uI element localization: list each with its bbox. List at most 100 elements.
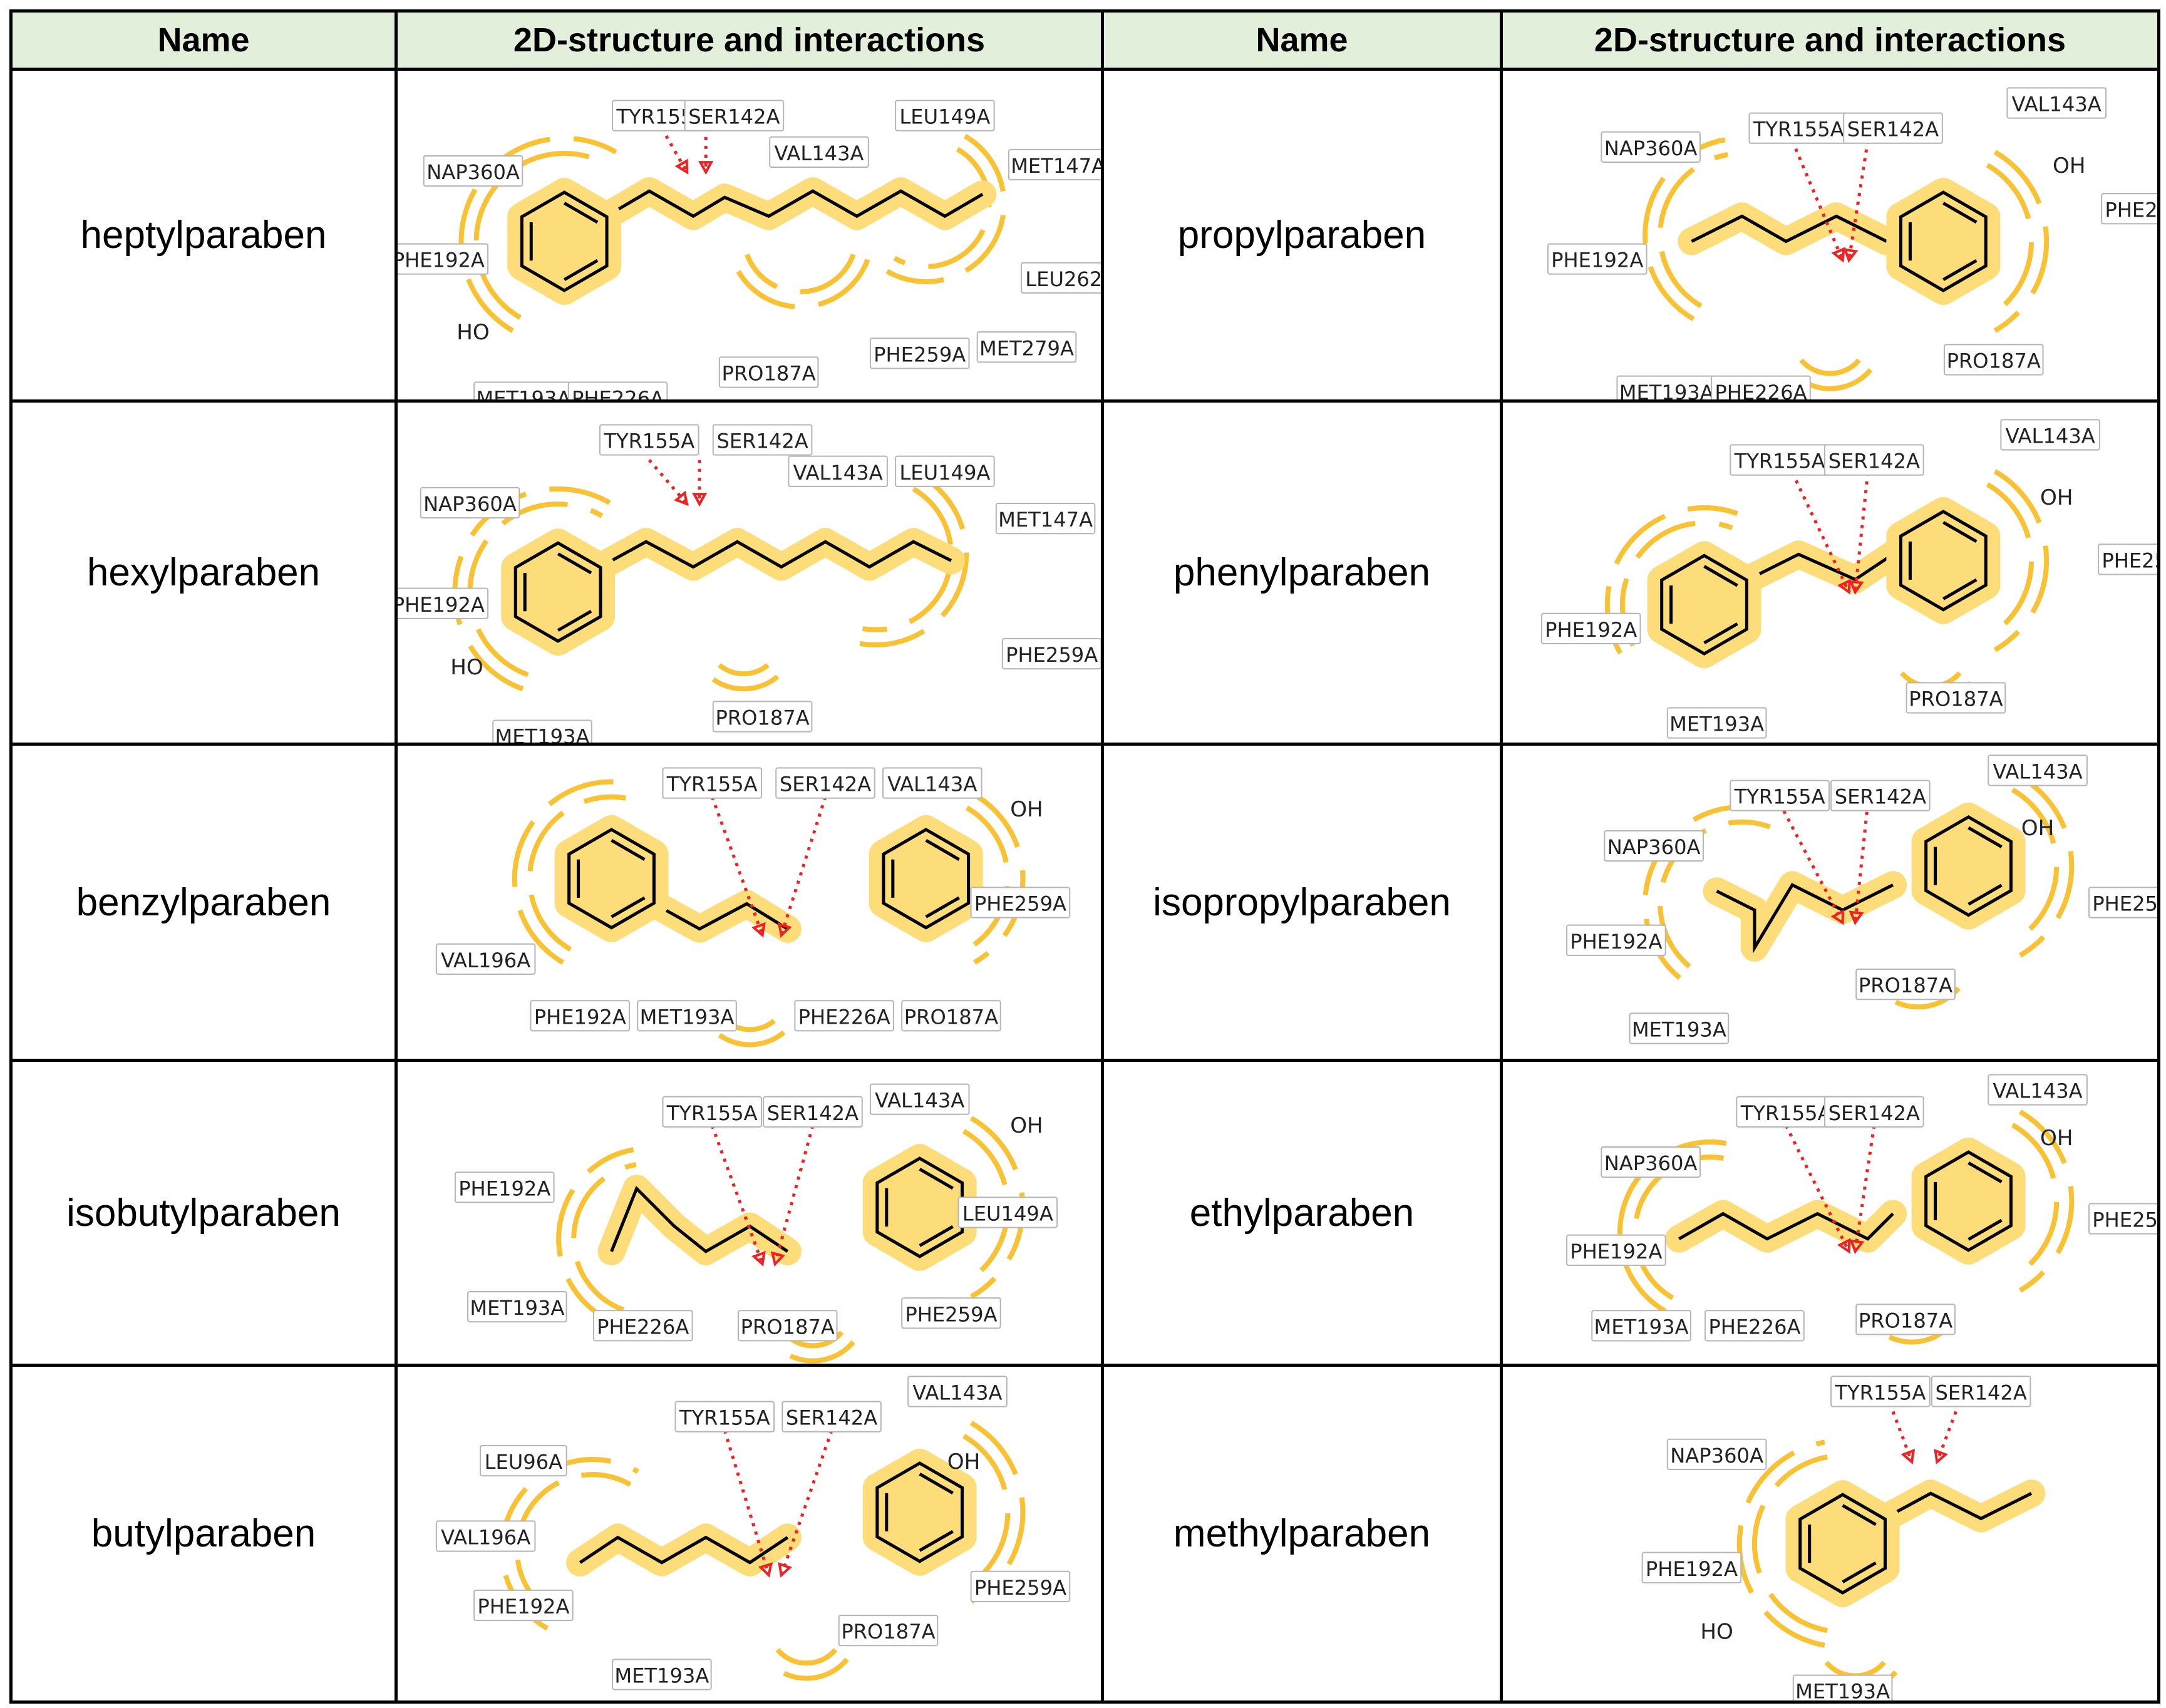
double-bond (1967, 1161, 2003, 1184)
residue-label: PHE226A (1704, 1310, 1805, 1342)
residue-label: MET193A (492, 719, 592, 743)
residue-label: PHE192A (1641, 1551, 1742, 1583)
hydrogen-bond (660, 127, 689, 173)
hydrophobic-contact-arc (1993, 150, 2050, 333)
ring-highlight (1785, 1480, 1900, 1608)
atom-label-text: OH (1010, 797, 1043, 822)
aromatic-ring (882, 828, 971, 930)
compound-name: propylparaben (1101, 68, 1503, 403)
hbond-arrowhead (751, 922, 766, 938)
residue-label-text: LEU149A (962, 1202, 1053, 1226)
aromatic-ring (1924, 815, 2013, 917)
atom-label: OH (2053, 153, 2086, 178)
double-bond (925, 839, 960, 861)
residue-label: VAL143A (869, 1083, 970, 1115)
hydrophobic-contact-arc (556, 1147, 634, 1327)
atom-label-text: HO (1700, 1619, 1733, 1644)
aromatic-ring (875, 1461, 964, 1563)
residue-label: VAL143A (769, 136, 869, 168)
aromatic-ring (1924, 1150, 2013, 1252)
residue-label: MET147A (995, 503, 1096, 535)
compound-name: benzylparaben (9, 743, 398, 1062)
hydrophobic-contact-arc (1824, 1660, 1886, 1679)
aromatic-ring (1798, 1493, 1887, 1595)
residue-label-text: VAL143A (875, 1089, 964, 1113)
residue-label-text: NAP360A (1670, 1444, 1763, 1468)
residue-label-text: PHE259A (2092, 892, 2157, 916)
residue-label: PHE192A (1547, 243, 1648, 275)
residue-label-text: PHE259A (2092, 1208, 2157, 1232)
hydrophobic-contact-arc (1658, 152, 1728, 309)
atom-label: OH (2021, 816, 2055, 841)
residue-label: VAL143A (1988, 1074, 2088, 1106)
hydrogen-bond (1854, 472, 1870, 592)
residue-label-text: PHE192A (1545, 618, 1637, 642)
hbond-arrowhead (674, 158, 689, 175)
hydrogen-bond (780, 1429, 833, 1576)
ligand-interaction-diagram: TYR155A SER142A VAL143A OH PHE259A VAL196A PHE… (435, 767, 1071, 1047)
residue-label-text: PHE192A (458, 1176, 550, 1200)
double-bond (919, 1473, 954, 1494)
residue-label-text: NAP360A (423, 492, 517, 516)
residue-label-text: LEU262A (1025, 267, 1101, 291)
residue-label: SER142A (1843, 112, 1943, 144)
aromatic-ring (567, 828, 656, 930)
residue-label-text: MET193A (1795, 1680, 1890, 1700)
residue-label-text: VAL143A (793, 461, 883, 485)
atom-label-text: OH (2053, 153, 2086, 178)
aromatic-ring (1899, 510, 1988, 612)
hbond-arrowhead (777, 922, 792, 938)
residue-label-text: PRO187A (904, 1005, 998, 1029)
residue-label-text: PHE226A (798, 1005, 890, 1029)
residue-label: VAL143A (1988, 754, 2088, 786)
residue-label: PHE192A (398, 587, 489, 619)
ring-highlight (862, 1144, 977, 1271)
atom-label-text: OH (2040, 1126, 2073, 1151)
residue-label: NAP360A (1601, 1146, 1701, 1178)
hydrophobic-contact-arc (966, 805, 1011, 952)
residue-label-text: MET193A (470, 1296, 564, 1320)
residue-label: VAL196A (435, 943, 536, 975)
hbond-arrowhead (1831, 247, 1845, 263)
residue-label: VAL143A (788, 455, 888, 487)
hydrophobic-contact-arc (714, 1030, 786, 1047)
hydrophobic-contact-arc (730, 259, 870, 310)
residue-label: MET193A (1629, 1012, 1730, 1044)
residue-label: MET147A (1008, 148, 1101, 181)
residue-label-text: TYR155A (1734, 450, 1825, 473)
residue-label-text: PHE259A (905, 1302, 997, 1326)
hbond-arrowhead (692, 493, 708, 507)
aromatic-ring (520, 190, 609, 292)
residue-label-text: PRO187A (715, 706, 809, 730)
header-name-right: Name (1101, 9, 1503, 71)
alkyl-chain (579, 1535, 789, 1565)
compound-name: butylparaben (9, 1364, 398, 1704)
residue-label: PRO187A (718, 356, 819, 388)
residue-label-text: PHE259A (2102, 548, 2157, 572)
residue-label-text: PHE192A (398, 249, 485, 272)
residue-label: PHE259A (2088, 887, 2157, 918)
structure-cell: TYR155A SER142A VAL143A OH PHE259A VAL196A PHE… (395, 743, 1104, 1062)
hydrophobic-contact-arc (973, 792, 1026, 965)
residue-label: PHE192A (398, 243, 489, 275)
residue-label: PHE259A (1001, 637, 1101, 670)
hydrophobic-contact-arc (745, 254, 856, 294)
residue-label-text: SER142A (767, 1101, 859, 1125)
hydrogen-bond (1790, 140, 1844, 261)
residue-label: PHE192A (473, 1589, 574, 1622)
double-bond (1942, 578, 1978, 600)
hydrophobic-contact-arc (1799, 358, 1861, 376)
residue-label-text: PHE259A (874, 342, 966, 366)
hbond-arrowhead (1837, 1238, 1851, 1254)
hydrophobic-contact-arc (2011, 1123, 2060, 1280)
residue-label-text: VAL196A (441, 949, 530, 972)
ligand-interaction-diagram: VAL143A TYR155A SER142A OH PHE192A LEU149A MET… (454, 1083, 1058, 1364)
residue-label: MET193A (612, 1659, 712, 1690)
ring-highlight (869, 815, 983, 942)
residue-label-text: PRO187A (1909, 687, 2003, 711)
residue-label-text: PHE226A (1715, 381, 1807, 399)
table-row: butylparaben VAL143A TYR155A SER142A LEU96A… (9, 1364, 2160, 1704)
residue-label: VAL143A (907, 1376, 1008, 1407)
double-bond (611, 896, 646, 918)
